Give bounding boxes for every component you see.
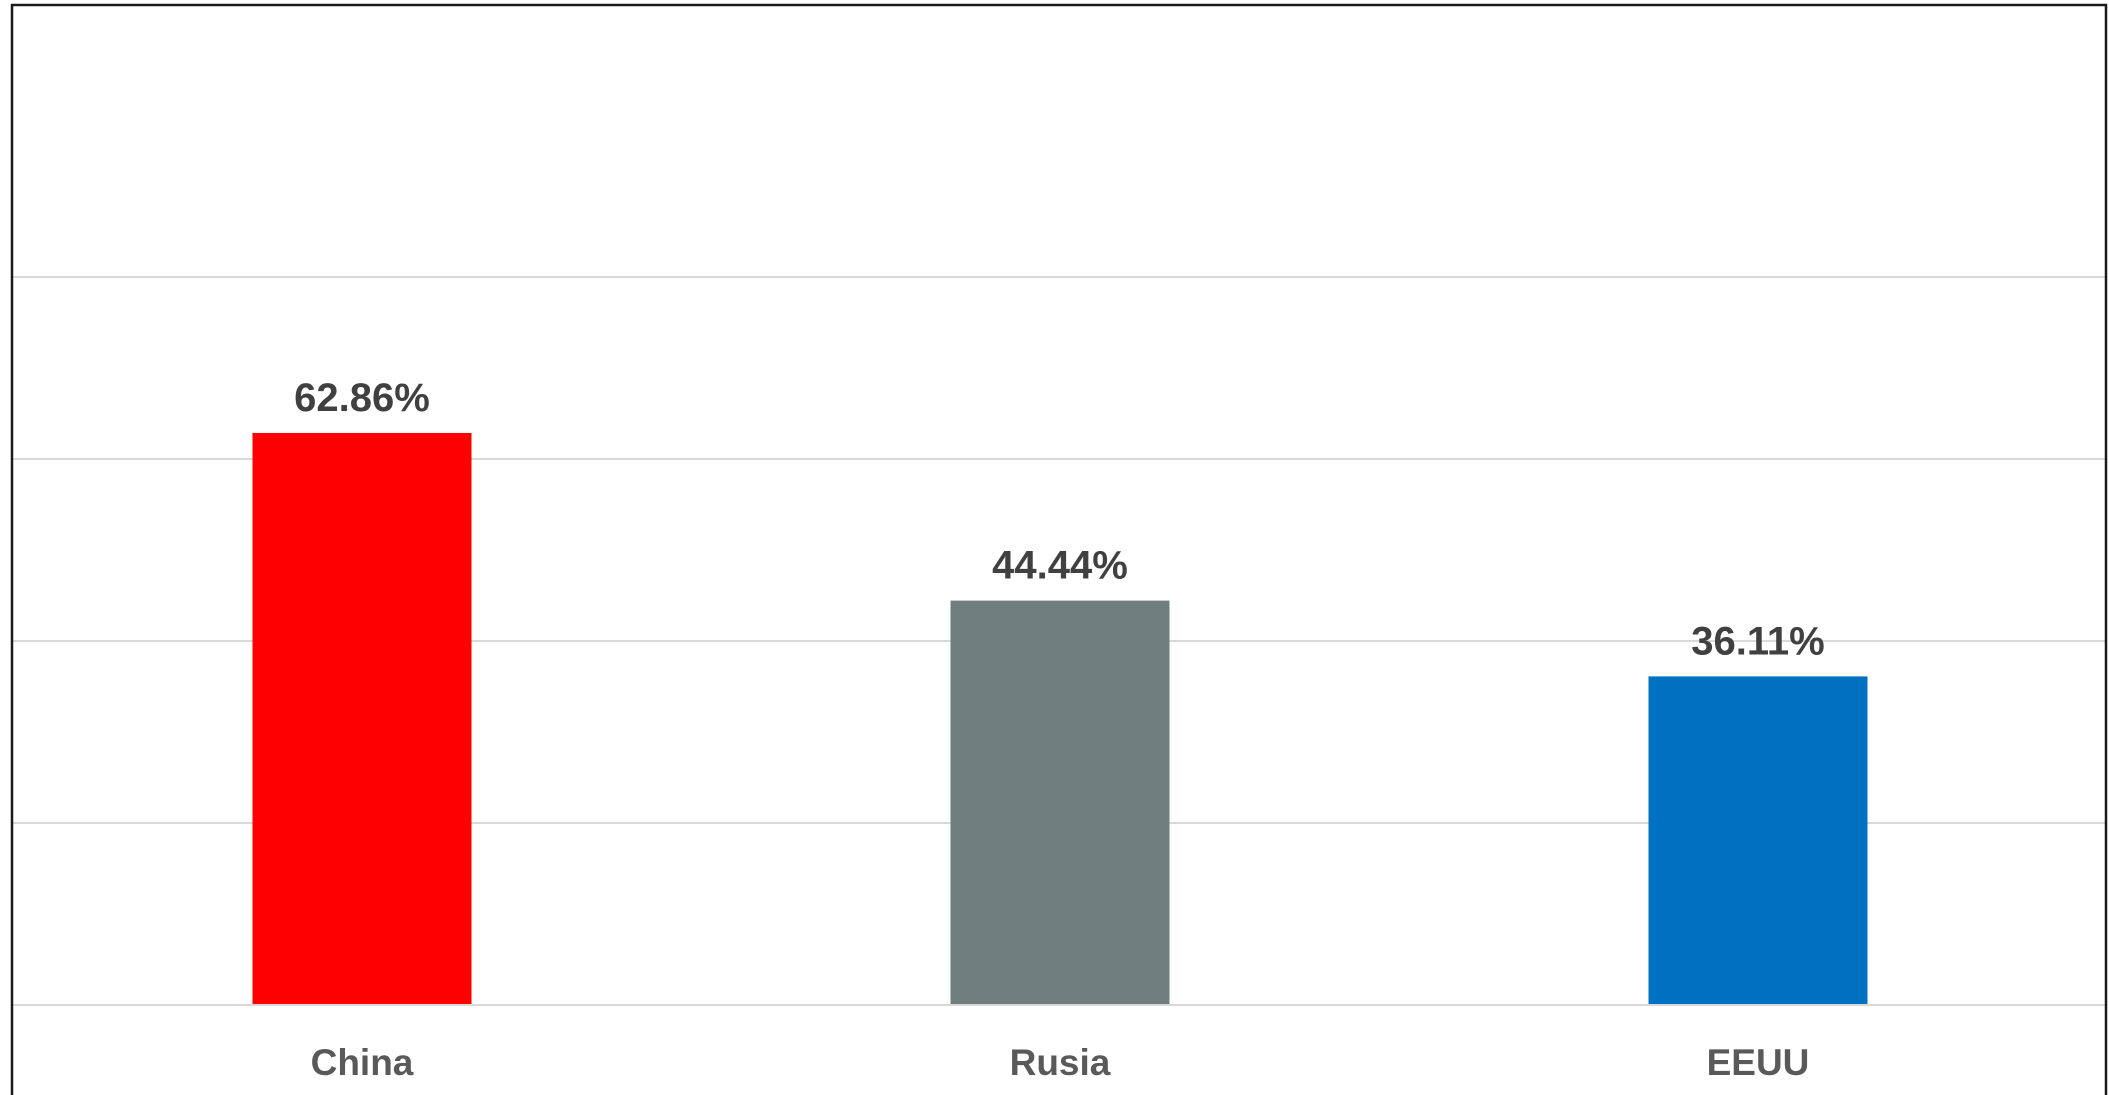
- data-label-china: 62.86%: [294, 376, 430, 420]
- bar-china: [252, 432, 472, 1005]
- bars: [252, 432, 1868, 1005]
- data-label-eeuu: 36.11%: [1691, 619, 1824, 663]
- chart-border: [10, 3, 2108, 1095]
- bar-rusia: [950, 600, 1170, 1005]
- tick-label-china: China: [311, 1042, 414, 1083]
- data-labels: 62.86% 44.44% 36.11%: [294, 376, 1825, 663]
- category-axis: China Rusia EEUU: [311, 1042, 1810, 1083]
- tick-label-eeuu: EEUU: [1707, 1042, 1810, 1083]
- bar-eeuu: [1648, 676, 1868, 1005]
- tick-label-rusia: Rusia: [1010, 1042, 1111, 1083]
- data-label-rusia: 44.44%: [992, 544, 1128, 588]
